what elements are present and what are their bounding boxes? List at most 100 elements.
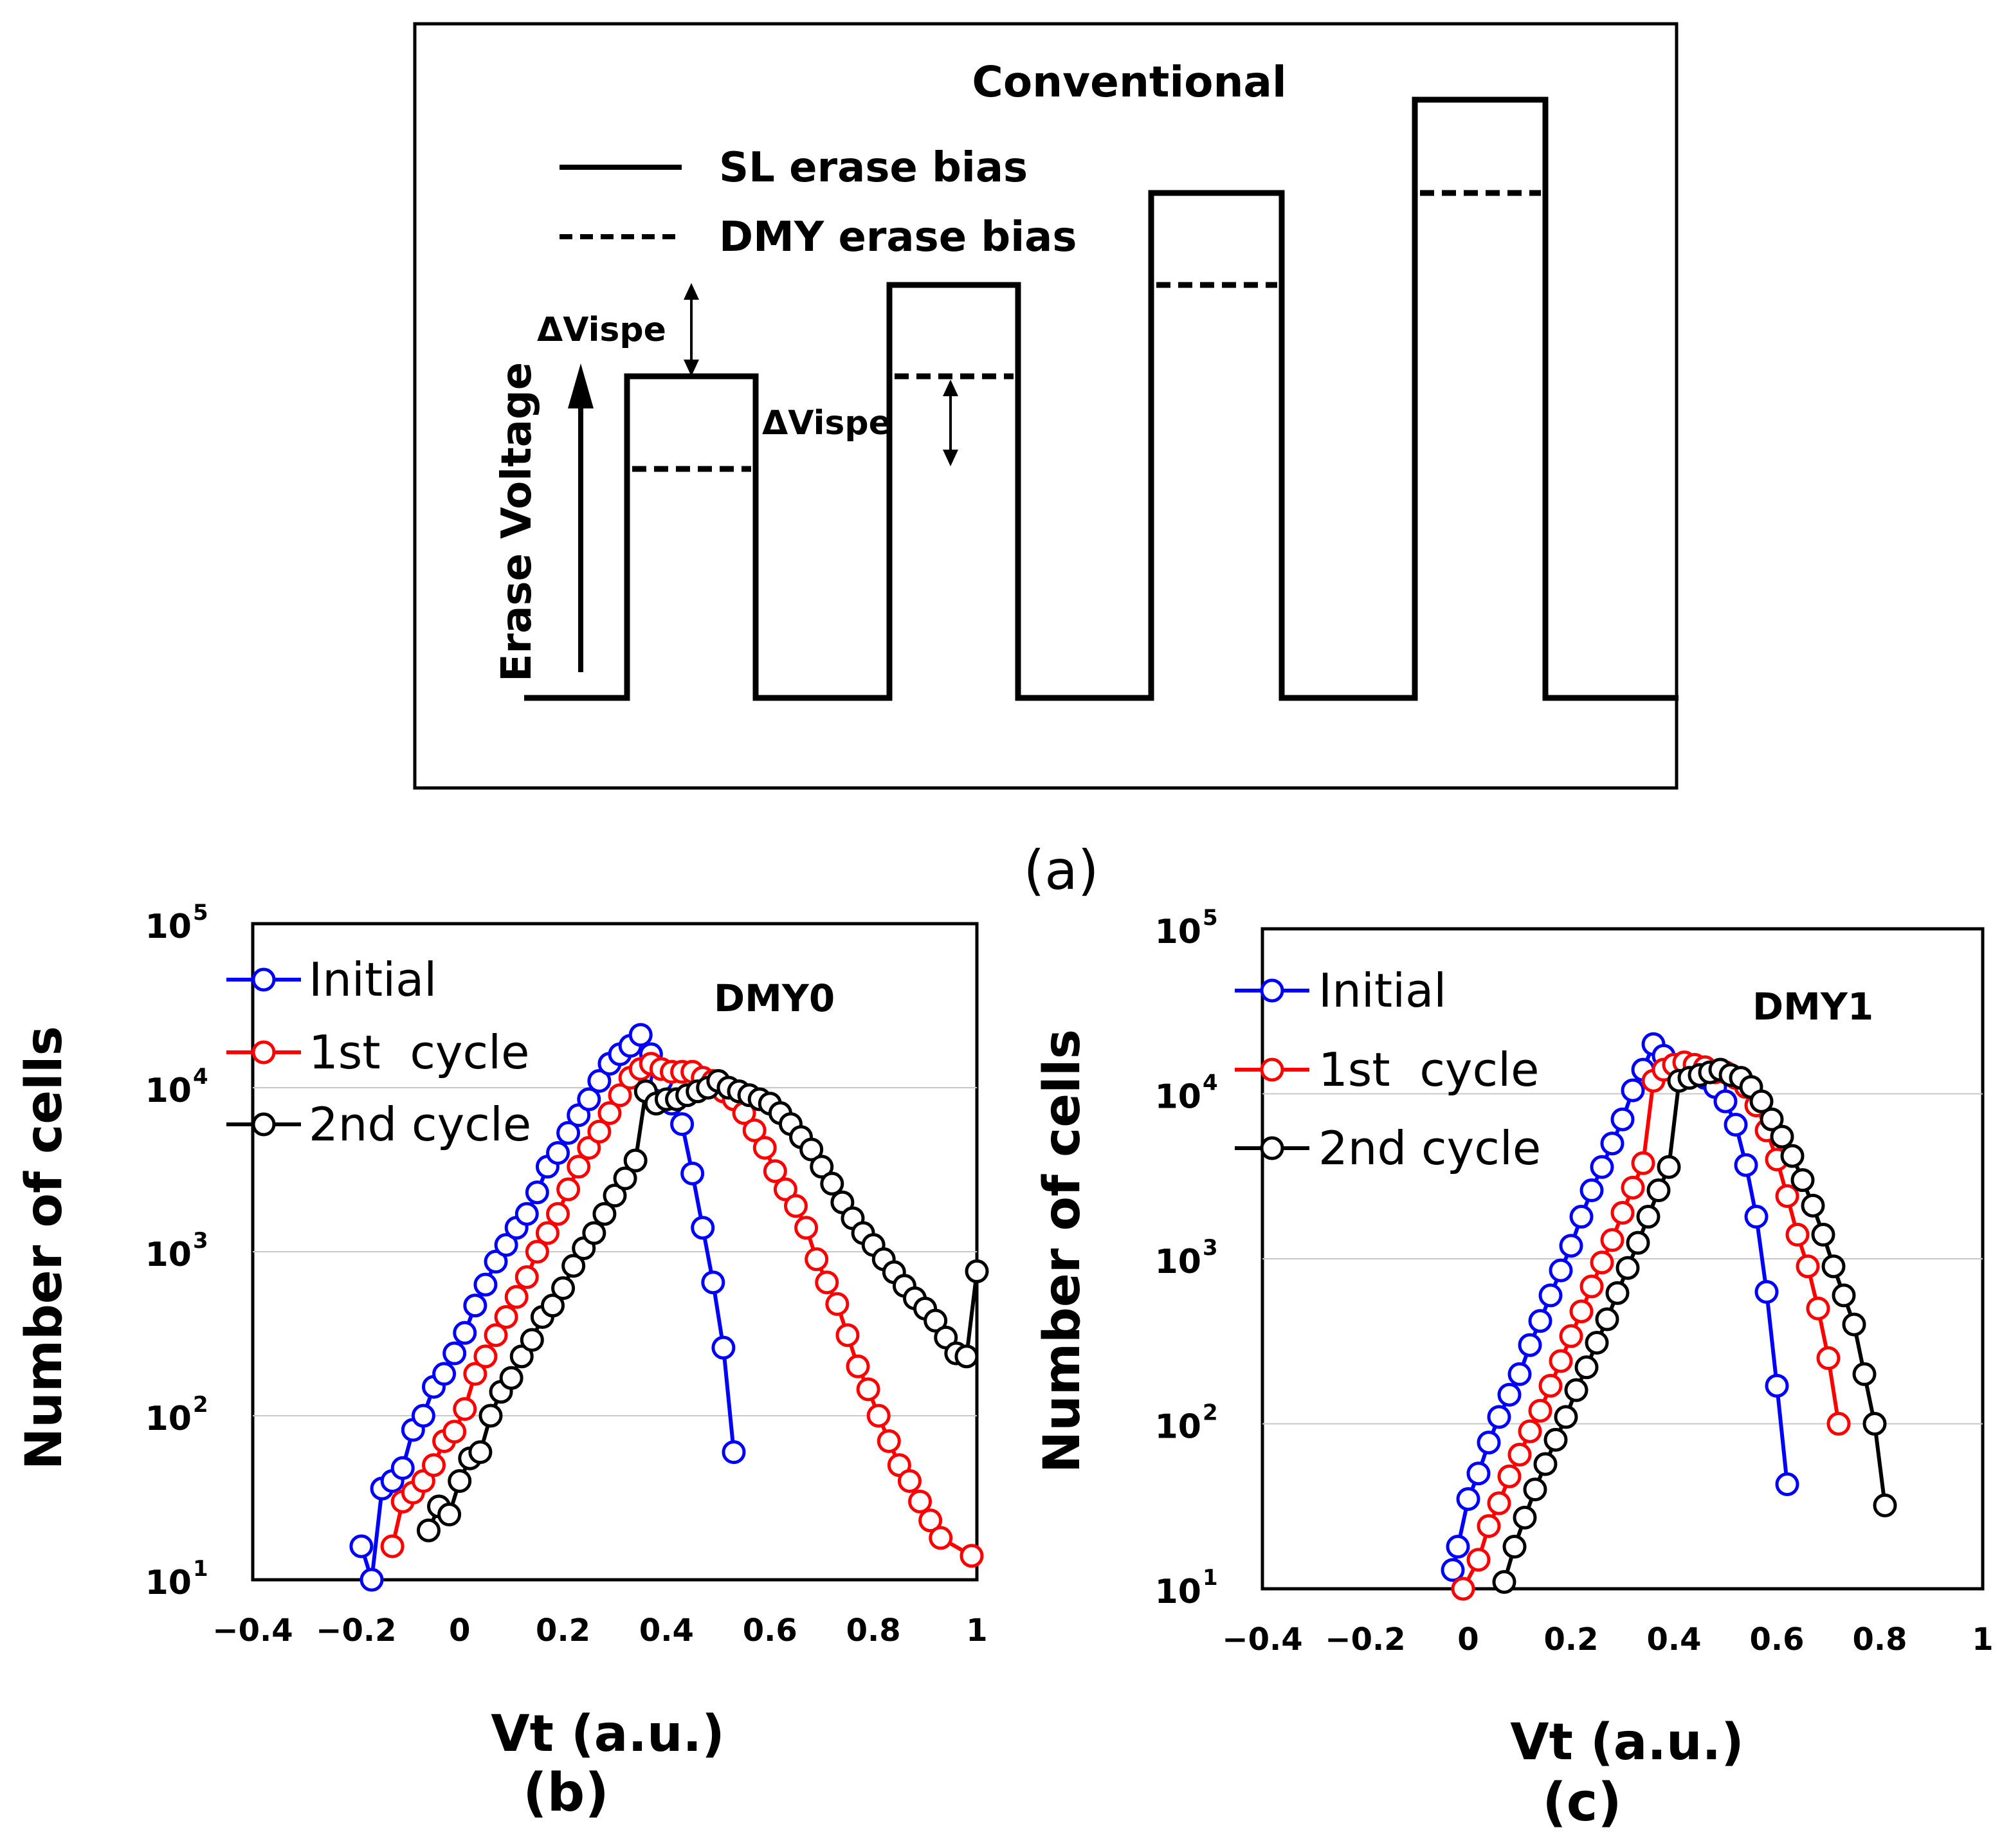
chart-b-point-1st-cycle: [380, 1534, 405, 1559]
chart-c-point-2nd-cycle: [1533, 1452, 1558, 1476]
chart-c-point-1st-cycle: [1816, 1346, 1841, 1370]
chart-b-xtick-label: 0.6: [743, 1613, 797, 1649]
chart-b-point-1st-cycle: [577, 1135, 601, 1160]
delta-vispe-label-1: ΔVispe: [537, 311, 666, 349]
chart-b-point-initial: [473, 1272, 498, 1297]
chart-b-annotation: DMY0: [714, 976, 835, 1020]
chart-c-point-1st-cycle: [1621, 1175, 1645, 1200]
erase-voltage-arrow-head: [568, 363, 594, 408]
chart-b-xtick-label: 1: [966, 1613, 987, 1649]
legend-b-2nd-marker: [251, 1112, 276, 1137]
chart-b-point-1st-cycle: [929, 1526, 953, 1550]
chart-b-point-2nd-cycle: [520, 1328, 544, 1352]
chart-c-xtick-label: −0.4: [1222, 1622, 1302, 1658]
chart-b-point-initial: [463, 1294, 487, 1318]
legend-b-initial-marker: [251, 967, 276, 992]
chart-b-legend: Initial 1st cycle 2nd cycle: [226, 953, 531, 1151]
chart-c-point-initial: [1744, 1205, 1769, 1229]
chart-c-xtick-label: 0.4: [1646, 1622, 1701, 1658]
delta-vispe-label-2: ΔVispe: [762, 404, 891, 443]
chart-b-point-1st-cycle: [546, 1202, 570, 1226]
chart-c-point-initial: [1765, 1373, 1789, 1398]
chart-b-ytick-label: 10: [145, 1564, 192, 1602]
chart-c-point-2nd-cycle: [1626, 1230, 1650, 1255]
chart-c-point-initial: [1518, 1333, 1542, 1357]
chart-c-point-1st-cycle: [1487, 1491, 1511, 1515]
chart-c-series-2nd-cycle-line: [1502, 1067, 1887, 1583]
panel-a: Conventional SL erase bias DMY erase bia…: [413, 22, 1679, 902]
chart-b-point-initial: [525, 1180, 549, 1205]
chart-b-point-initial: [432, 1362, 457, 1386]
chart-b-point-1st-cycle: [453, 1396, 477, 1421]
chart-c-ytick-label: 10: [1155, 1243, 1201, 1281]
chart-b-ytick-exponent: 3: [193, 1228, 208, 1254]
chart-c-point-initial: [1538, 1283, 1563, 1308]
chart-b-point-initial: [691, 1216, 715, 1240]
legend-c-initial-label: Initial: [1318, 964, 1446, 1018]
chart-b-point-initial: [680, 1161, 705, 1185]
chart-b-point-initial: [494, 1232, 518, 1257]
legend-c-1st-marker: [1260, 1057, 1284, 1082]
chart-c-point-2nd-cycle: [1502, 1535, 1527, 1559]
chart-b-point-2nd-cycle: [965, 1259, 989, 1283]
chart-b-point-initial: [411, 1404, 435, 1428]
chart-c-point-initial: [1487, 1405, 1511, 1429]
chart-b-point-2nd-cycle: [468, 1440, 493, 1465]
delta-vispe-arrow-2-top: [943, 380, 958, 396]
chart-b-point-initial: [577, 1087, 601, 1112]
chart-b-ytick-exponent: 1: [193, 1556, 208, 1582]
chart-b-point-2nd-cycle: [540, 1294, 565, 1318]
chart-c-xtick-label: 0.6: [1749, 1622, 1804, 1658]
chart-b-point-1st-cycle: [484, 1323, 508, 1348]
chart-b-point-initial: [484, 1249, 508, 1274]
chart-b-point-2nd-cycle: [799, 1137, 824, 1162]
panel-a-title: Conventional: [972, 57, 1286, 107]
chart-c-point-2nd-cycle: [1760, 1107, 1784, 1131]
delta-vispe-arrow-1-top: [684, 283, 699, 300]
chart-b-point-1st-cycle: [535, 1221, 560, 1245]
chart-c-point-1st-cycle: [1518, 1419, 1542, 1443]
chart-b-point-initial: [453, 1321, 477, 1345]
chart-b-point-1st-cycle: [877, 1429, 901, 1453]
chart-c-ytick-label: 10: [1155, 1408, 1201, 1447]
chart-b-ytick-exponent: 5: [193, 900, 208, 926]
chart-b-ytick-label: 10: [145, 908, 192, 946]
chart-c-ytick-label: 10: [1155, 913, 1201, 951]
chart-c-xtick-label: −0.2: [1325, 1622, 1405, 1658]
chart-b-point-2nd-cycle: [478, 1404, 503, 1428]
chart-c-point-2nd-cycle: [1564, 1378, 1588, 1402]
chart-c-point-1st-cycle: [1466, 1548, 1491, 1572]
chart-c-ytick-exponent: 1: [1203, 1565, 1218, 1591]
chart-b-point-2nd-cycle: [509, 1344, 534, 1369]
chart-c-point-2nd-cycle: [1523, 1477, 1547, 1502]
chart-b-point-1st-cycle: [525, 1240, 549, 1264]
chart-b-point-1st-cycle: [742, 1118, 767, 1142]
chart-b-point-1st-cycle: [422, 1453, 446, 1477]
chart-c-point-1st-cycle: [1806, 1296, 1830, 1321]
chart-b-point-initial: [711, 1335, 736, 1360]
chart-c-point-2nd-cycle: [1801, 1193, 1825, 1218]
chart-c-point-2nd-cycle: [1513, 1505, 1537, 1530]
chart-b-xtick-label: 0.4: [639, 1613, 694, 1649]
chart-b-point-1st-cycle: [856, 1377, 880, 1402]
chart-b-point-1st-cycle: [752, 1135, 777, 1160]
legend-b-2nd-label: 2nd cycle: [309, 1097, 531, 1151]
chart-c-point-initial: [1590, 1155, 1614, 1179]
legend-c-2nd-marker: [1260, 1136, 1284, 1160]
chart-c-point-initial: [1713, 1089, 1738, 1113]
chart-b-point-2nd-cycle: [592, 1202, 617, 1226]
chart-c-xtick-label: 0: [1457, 1622, 1479, 1658]
chart-c-point-2nd-cycle: [1585, 1330, 1609, 1355]
chart-b-point-1st-cycle: [504, 1285, 529, 1309]
legend-dashed-label: DMY erase bias: [719, 214, 1077, 261]
chart-c-point-initial: [1621, 1078, 1645, 1102]
chart-c-point-2nd-cycle: [1492, 1569, 1516, 1594]
legend-b-1st-label: 1st cycle: [309, 1025, 529, 1079]
chart-c-annotation: DMY1: [1752, 985, 1873, 1029]
chart-c-point-2nd-cycle: [1657, 1155, 1681, 1179]
chart-b-xtick-label: −0.4: [212, 1613, 293, 1649]
chart-b-point-1st-cycle: [784, 1194, 808, 1218]
